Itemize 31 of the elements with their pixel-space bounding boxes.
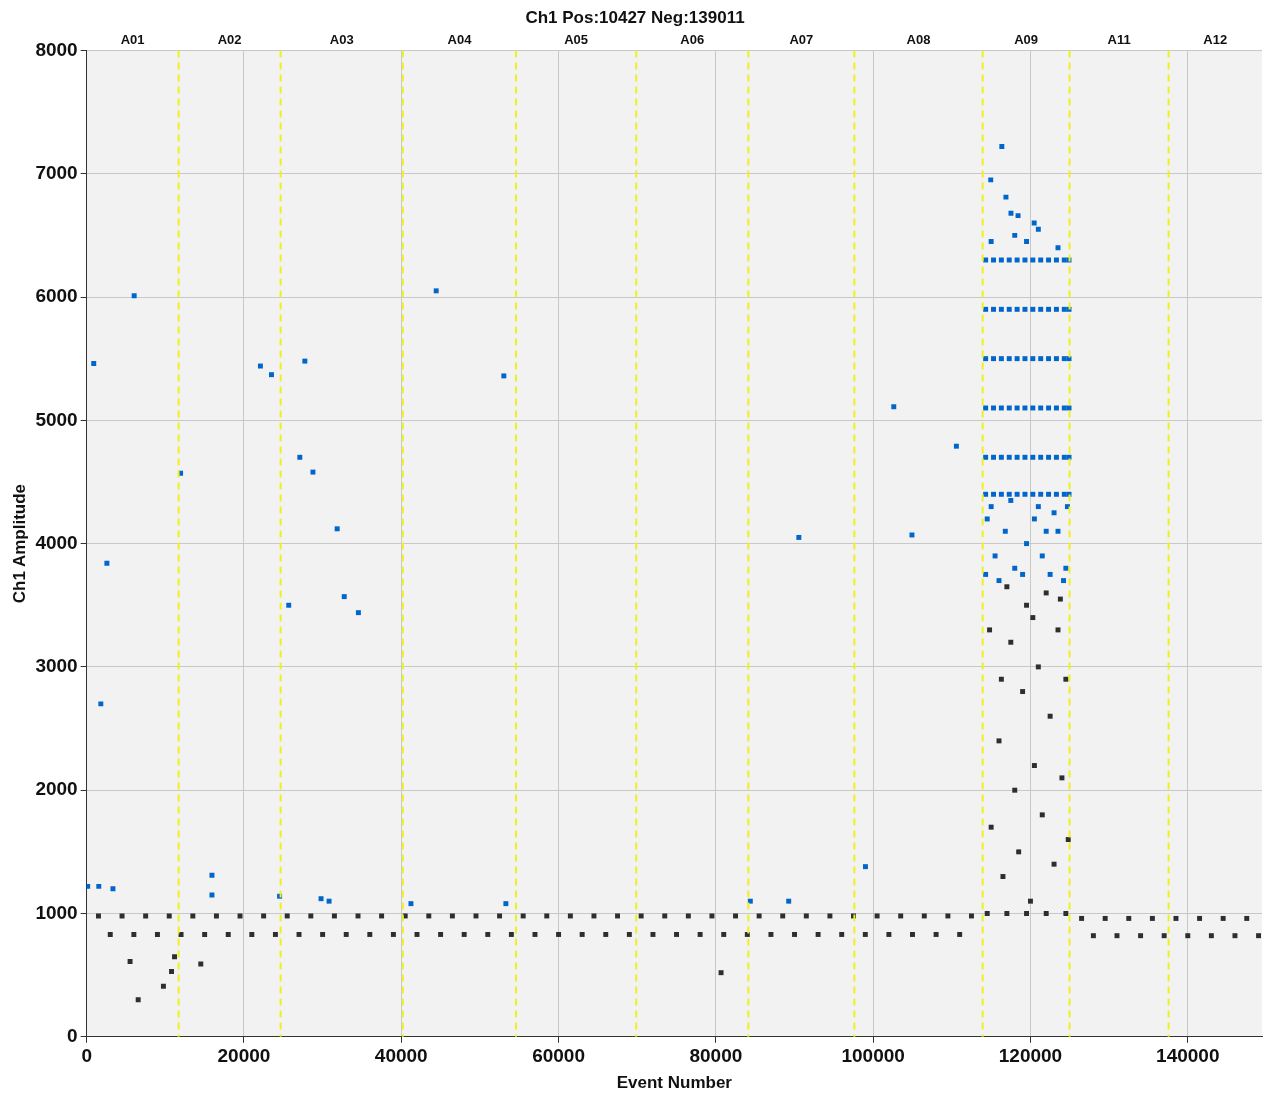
x-tick-label: 60000	[532, 1045, 585, 1067]
text: A06	[680, 32, 705, 48]
text: A12	[1203, 32, 1228, 48]
text: A04	[447, 32, 473, 48]
x-tick-label: 40000	[374, 1045, 428, 1067]
y-tick-label: 7000	[35, 161, 78, 183]
x-axis-title: Event Number	[616, 1073, 733, 1093]
y-tick-label: 0	[67, 1025, 78, 1047]
y-tick-label: 5000	[35, 408, 78, 430]
text: A05	[564, 32, 589, 48]
text: A02	[217, 32, 242, 48]
text: A01	[120, 32, 145, 48]
y-tick-label: 2000	[35, 778, 78, 800]
y-tick-label: 4000	[35, 531, 78, 553]
text: A08	[906, 32, 931, 48]
chart-title: Ch1 Pos:10427 Neg:139011	[525, 7, 745, 27]
y-tick-label: 6000	[35, 285, 78, 307]
x-tick-label: 140000	[1156, 1045, 1220, 1067]
x-tick-label: 0	[81, 1045, 92, 1067]
x-tick-label: 120000	[998, 1045, 1063, 1067]
y-tick-label: 8000	[35, 38, 78, 60]
text: A09	[1014, 32, 1039, 48]
x-tick-label: 80000	[689, 1045, 743, 1067]
y-tick-label: 3000	[35, 655, 78, 677]
x-tick-label: 20000	[217, 1045, 271, 1067]
text: A07	[789, 32, 814, 48]
y-tick-label: 1000	[35, 901, 78, 923]
x-tick-label: 100000	[841, 1045, 905, 1067]
text: A11	[1107, 32, 1131, 48]
y-axis-title: Ch1 Amplitude	[9, 483, 29, 604]
text: A03	[329, 32, 354, 48]
